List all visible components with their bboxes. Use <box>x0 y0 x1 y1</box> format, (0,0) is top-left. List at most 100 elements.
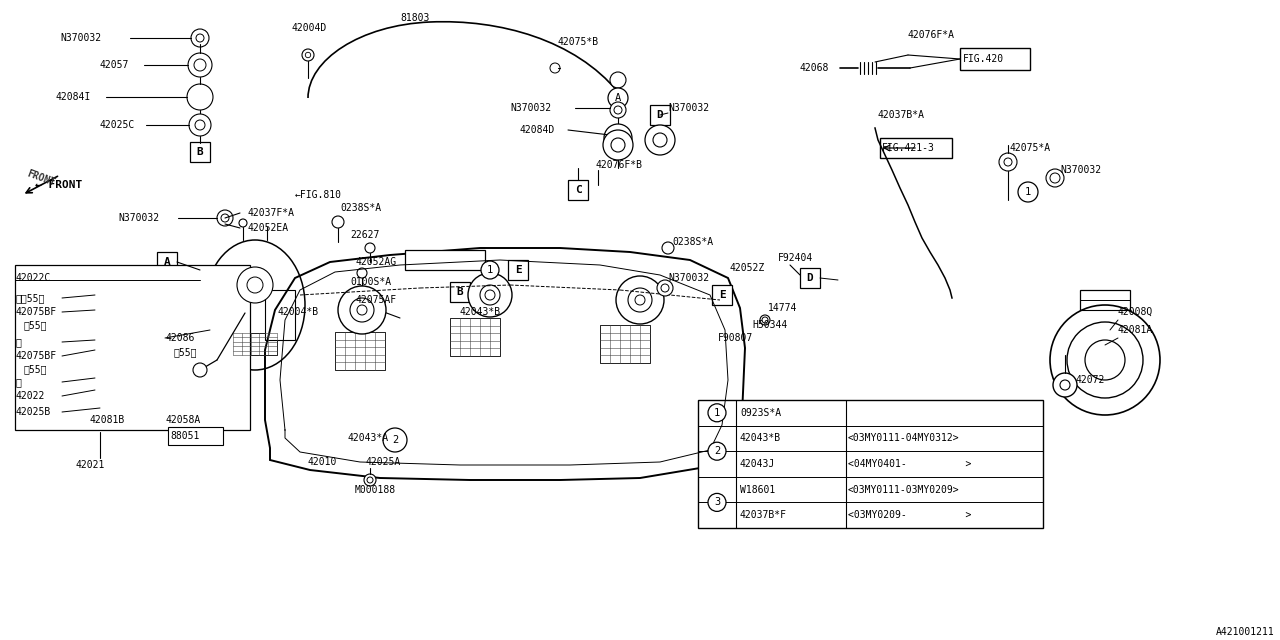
Circle shape <box>611 131 625 145</box>
Text: 3: 3 <box>714 497 721 508</box>
Circle shape <box>708 442 726 460</box>
Text: B: B <box>197 147 204 157</box>
Text: H50344: H50344 <box>753 320 787 330</box>
Text: 42081A: 42081A <box>1117 325 1153 335</box>
Circle shape <box>481 261 499 279</box>
Text: 42076F*B: 42076F*B <box>595 160 643 170</box>
Text: 1: 1 <box>714 408 721 418</box>
Circle shape <box>1018 182 1038 202</box>
Circle shape <box>189 114 211 136</box>
Circle shape <box>196 34 204 42</box>
Circle shape <box>608 88 628 108</box>
Circle shape <box>611 102 626 118</box>
Text: 42043*B: 42043*B <box>460 307 502 317</box>
Text: ④　55、: ④ 55、 <box>15 293 45 303</box>
Text: 42084D: 42084D <box>520 125 556 135</box>
Text: 42008Q: 42008Q <box>1117 307 1153 317</box>
Circle shape <box>616 276 664 324</box>
Circle shape <box>1046 169 1064 187</box>
Text: 55、: 55、 <box>174 347 197 357</box>
Text: 42021: 42021 <box>76 460 105 470</box>
Circle shape <box>239 219 247 227</box>
Circle shape <box>614 106 622 114</box>
Bar <box>15 265 250 430</box>
Text: E: E <box>718 290 726 300</box>
Text: 42057: 42057 <box>100 60 129 70</box>
Circle shape <box>662 242 675 254</box>
Circle shape <box>1085 340 1125 380</box>
Circle shape <box>611 72 626 88</box>
Text: 2: 2 <box>392 435 398 445</box>
Text: ④: ④ <box>15 337 20 347</box>
Text: 42084I: 42084I <box>55 92 91 102</box>
Text: FIG.420: FIG.420 <box>963 54 1004 64</box>
Circle shape <box>221 214 229 222</box>
Text: <03MY0111-04MY0312>: <03MY0111-04MY0312> <box>849 433 960 444</box>
Text: 42043*A: 42043*A <box>348 433 389 443</box>
Text: <03MY0209-          >: <03MY0209- > <box>849 510 972 520</box>
Circle shape <box>1053 373 1076 397</box>
Text: 1: 1 <box>1025 187 1032 197</box>
Circle shape <box>660 284 669 292</box>
Bar <box>698 400 1043 528</box>
Text: 42068: 42068 <box>800 63 829 73</box>
Circle shape <box>1004 158 1012 166</box>
Circle shape <box>611 138 625 152</box>
Text: A: A <box>164 257 170 267</box>
Text: 1: 1 <box>486 265 493 275</box>
Circle shape <box>603 130 634 160</box>
Circle shape <box>187 84 212 110</box>
Text: N370032: N370032 <box>668 273 709 283</box>
Circle shape <box>237 267 273 303</box>
Circle shape <box>193 363 207 377</box>
Bar <box>335 332 385 370</box>
Bar <box>189 142 210 162</box>
Text: N370032: N370032 <box>118 213 159 223</box>
Circle shape <box>357 305 367 315</box>
Circle shape <box>383 428 407 452</box>
Text: 55、: 55、 <box>24 364 47 374</box>
Text: 42081B: 42081B <box>90 415 125 425</box>
Circle shape <box>302 49 314 61</box>
Text: 42022C: 42022C <box>15 273 50 283</box>
Bar <box>600 325 650 363</box>
Text: 42052AG: 42052AG <box>355 257 396 267</box>
Text: C: C <box>575 185 581 195</box>
Circle shape <box>1068 322 1143 398</box>
Circle shape <box>635 295 645 305</box>
Text: N370032: N370032 <box>1060 165 1101 175</box>
Circle shape <box>762 317 768 323</box>
Text: M000188: M000188 <box>355 485 396 495</box>
Bar <box>233 333 276 355</box>
Text: 42004D: 42004D <box>292 23 328 33</box>
Text: 22627: 22627 <box>349 230 379 240</box>
Circle shape <box>195 120 205 130</box>
Circle shape <box>338 286 387 334</box>
Text: FRONT: FRONT <box>26 168 56 188</box>
Text: E: E <box>515 265 521 275</box>
Text: 42043J: 42043J <box>740 459 776 469</box>
Circle shape <box>653 133 667 147</box>
Circle shape <box>1060 380 1070 390</box>
Text: N370032: N370032 <box>60 33 101 43</box>
Bar <box>881 138 952 158</box>
Bar <box>712 285 732 305</box>
Bar <box>650 105 669 125</box>
Text: 42037F*A: 42037F*A <box>248 208 294 218</box>
Text: 42076F*A: 42076F*A <box>908 30 955 40</box>
Text: N370032: N370032 <box>668 103 709 113</box>
Circle shape <box>364 474 376 486</box>
Circle shape <box>604 124 632 152</box>
Text: 42052EA: 42052EA <box>248 223 289 233</box>
Text: 42075BF: 42075BF <box>15 307 56 317</box>
Circle shape <box>349 298 374 322</box>
Text: 81803: 81803 <box>399 13 429 23</box>
Circle shape <box>760 315 771 325</box>
Text: 0923S*A: 0923S*A <box>740 408 781 418</box>
Circle shape <box>191 29 209 47</box>
Text: 0100S*A: 0100S*A <box>349 277 392 287</box>
Text: ④: ④ <box>15 377 20 387</box>
Text: <04MY0401-          >: <04MY0401- > <box>849 459 972 469</box>
Text: 88051: 88051 <box>170 431 200 441</box>
Text: 42043*B: 42043*B <box>740 433 781 444</box>
